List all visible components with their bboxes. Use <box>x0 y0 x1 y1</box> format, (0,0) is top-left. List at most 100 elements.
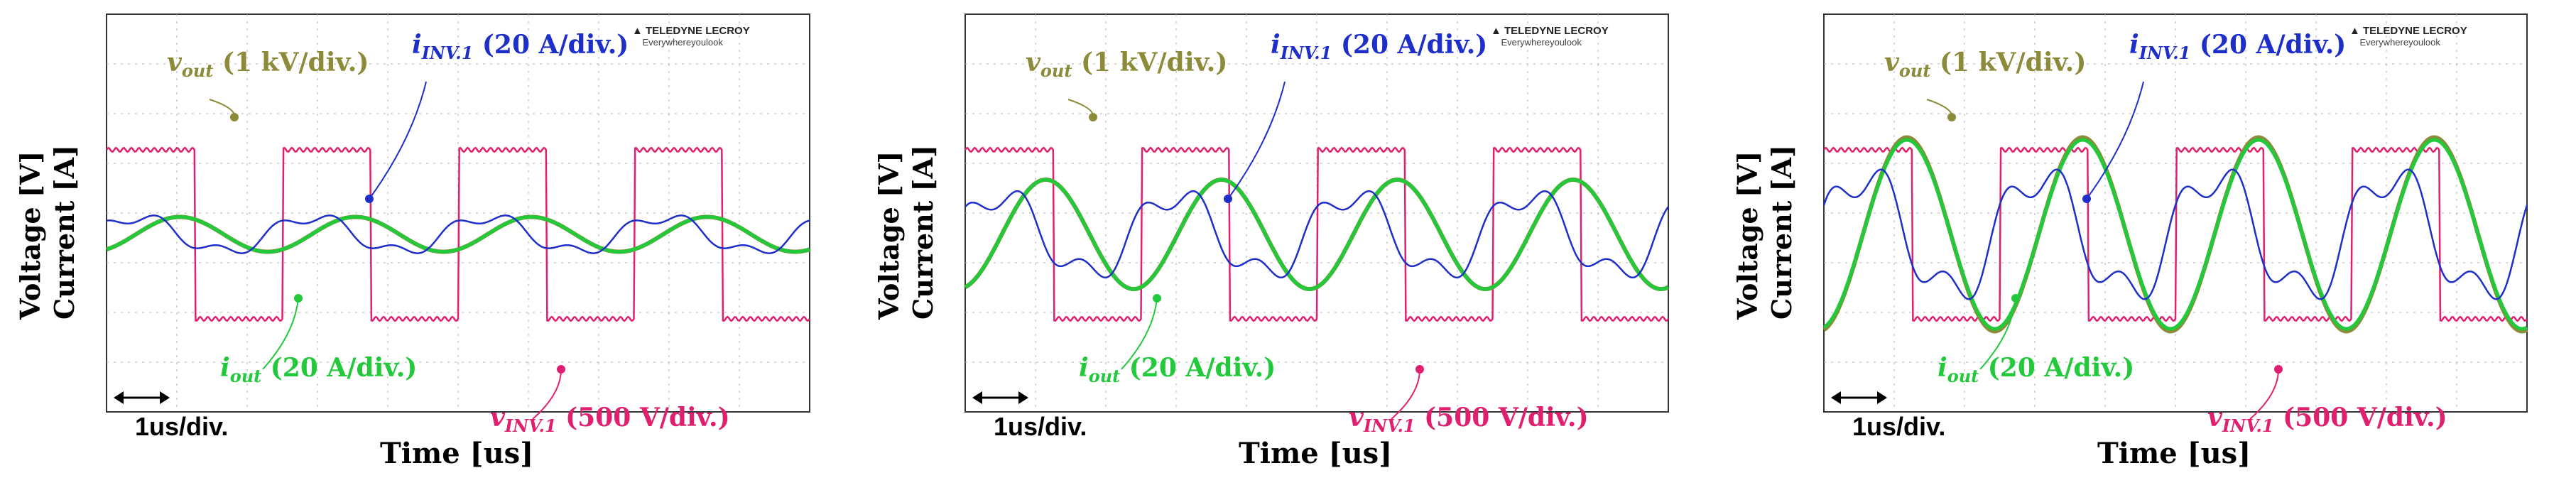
annotation-arrowhead <box>557 365 565 374</box>
logo-brand: ▲ TELEDYNE LECROY <box>632 25 750 37</box>
series-scale: (500 V/div.) <box>2273 403 2447 432</box>
series-scale: (20 A/div.) <box>261 353 418 383</box>
annotation-arrowhead <box>1224 195 1232 203</box>
trace-v-inv-1 <box>105 146 811 322</box>
teledyne-lecroy-logo: ▲ TELEDYNE LECROY Everywhereyoulook <box>2349 25 2467 48</box>
annotation-arrowhead <box>2082 195 2091 203</box>
annotation-arrowhead <box>1153 294 1161 303</box>
series-label-v-out: vout (1 kV/div.) <box>1026 50 1227 80</box>
timebase-arrowhead-left <box>114 391 124 404</box>
series-scale: (1 kV/div.) <box>1930 48 2087 77</box>
series-scale: (1 kV/div.) <box>1072 48 1228 77</box>
x-axis-label: Time [us] <box>1239 437 1393 470</box>
annotation-arrow <box>369 81 427 200</box>
series-scale: (20 A/div.) <box>1332 30 1488 60</box>
series-label-i-inv-1: iINV.1 (20 A/div.) <box>412 32 629 62</box>
series-symbol: v <box>2207 403 2222 432</box>
trace-i-inv-1 <box>1822 168 2528 300</box>
logo-tagline: Everywhereyoulook <box>632 36 723 48</box>
y-axis-label-voltage: Voltage [V] <box>14 151 46 320</box>
series-symbol: i <box>2129 30 2139 60</box>
annotation-arrow <box>1391 369 1420 420</box>
timebase-label: 1us/div. <box>1852 412 1946 441</box>
series-label-i-inv-1: iINV.1 (20 A/div.) <box>1271 32 1487 62</box>
series-symbol: i <box>1271 30 1281 60</box>
series-subscript: out <box>181 60 214 81</box>
series-subscript: INV.1 <box>2222 415 2274 436</box>
series-subscript: out <box>1088 366 1121 386</box>
series-label-i-out: iout (20 A/div.) <box>1938 355 2134 385</box>
series-scale: (1 kV/div.) <box>213 48 369 77</box>
series-label-v-inv-1: vINV.1 (500 V/div.) <box>1349 405 1589 435</box>
series-symbol: i <box>1079 353 1089 383</box>
trace-i-inv-1 <box>964 190 1669 279</box>
series-scale: (500 V/div.) <box>556 403 730 432</box>
annotation-arrow <box>1227 81 1286 200</box>
scope-panel-3: vout (1 kV/div.) iINV.1 (20 A/div.) iout (… <box>1717 0 2576 490</box>
timebase-label: 1us/div. <box>994 412 1087 441</box>
series-symbol: i <box>412 30 422 60</box>
x-axis-label: Time [us] <box>2097 437 2251 470</box>
timebase-arrowhead-right <box>1877 391 1887 404</box>
timebase-label: 1us/div. <box>135 412 229 441</box>
series-subscript: out <box>1947 366 1979 386</box>
annotation-arrowhead <box>294 294 303 303</box>
series-label-v-out: vout (1 kV/div.) <box>1884 50 2086 80</box>
y-axis-label-voltage: Voltage [V] <box>873 151 905 320</box>
y-axis-label-voltage: Voltage [V] <box>1732 151 1763 320</box>
annotation-arrow <box>262 298 299 370</box>
annotation-arrowhead <box>1415 365 1424 374</box>
series-label-v-inv-1: vINV.1 (500 V/div.) <box>490 405 730 435</box>
annotation-arrow <box>1121 298 1158 370</box>
series-label-i-inv-1: iINV.1 (20 A/div.) <box>2129 32 2346 62</box>
annotation-arrowhead <box>365 195 374 203</box>
series-subscript: INV.1 <box>421 43 474 63</box>
logo-brand: ▲ TELEDYNE LECROY <box>2349 25 2467 37</box>
y-axis-label-current: Current [A] <box>1766 145 1798 320</box>
scope-plot-2 <box>964 13 1670 420</box>
series-label-v-inv-1: vINV.1 (500 V/div.) <box>2207 405 2447 435</box>
series-subscript: INV.1 <box>2138 43 2191 63</box>
x-axis-label: Time [us] <box>380 437 534 470</box>
series-label-v-out: vout (1 kV/div.) <box>167 50 369 80</box>
series-scale: (20 A/div.) <box>1120 353 1276 383</box>
series-subscript: INV.1 <box>1280 43 1332 63</box>
logo-tagline: Everywhereyoulook <box>2349 36 2440 48</box>
annotation-arrowhead <box>2011 294 2020 303</box>
series-symbol: v <box>1026 48 1040 77</box>
logo-brand: ▲ TELEDYNE LECROY <box>1491 25 1609 37</box>
timebase-arrowhead-left <box>972 391 982 404</box>
y-axis-label-current: Current [A] <box>48 145 80 320</box>
trace-v-inv-1 <box>964 146 1670 322</box>
timebase-arrowhead-left <box>1831 391 1841 404</box>
timebase-arrowhead-right <box>1018 391 1028 404</box>
scope-plot-1 <box>105 13 811 420</box>
timebase-arrowhead-right <box>160 391 170 404</box>
annotation-arrow <box>532 369 562 420</box>
trace-i-inv-1 <box>106 214 810 254</box>
trace-i-out <box>1822 138 2528 331</box>
logo-tagline: Everywhereyoulook <box>1491 36 1582 48</box>
annotation-arrowhead <box>230 113 239 121</box>
teledyne-lecroy-logo: ▲ TELEDYNE LECROY Everywhereyoulook <box>632 25 750 48</box>
series-subscript: INV.1 <box>504 415 557 436</box>
annotation-arrow <box>2086 81 2144 200</box>
series-symbol: i <box>220 353 230 383</box>
series-scale: (500 V/div.) <box>1415 403 1589 432</box>
series-symbol: v <box>167 48 182 77</box>
series-scale: (20 A/div.) <box>2190 30 2347 60</box>
series-symbol: i <box>1938 353 1947 383</box>
y-axis-label-current: Current [A] <box>907 145 939 320</box>
series-symbol: v <box>1349 403 1364 432</box>
trace-i-out <box>106 215 810 254</box>
scope-panel-1: vout (1 kV/div.) iINV.1 (20 A/div.) iout (… <box>0 0 859 490</box>
annotation-arrowhead <box>2274 365 2283 374</box>
annotation-arrowhead <box>1089 113 1097 121</box>
series-scale: (20 A/div.) <box>1979 353 2135 383</box>
series-subscript: out <box>1040 60 1072 81</box>
series-symbol: v <box>490 403 505 432</box>
series-subscript: INV.1 <box>1363 415 1415 436</box>
annotation-arrow <box>1979 298 2016 370</box>
annotation-arrowhead <box>1947 113 1956 121</box>
scope-panel-2: vout (1 kV/div.) iINV.1 (20 A/div.) iout (… <box>859 0 1717 490</box>
